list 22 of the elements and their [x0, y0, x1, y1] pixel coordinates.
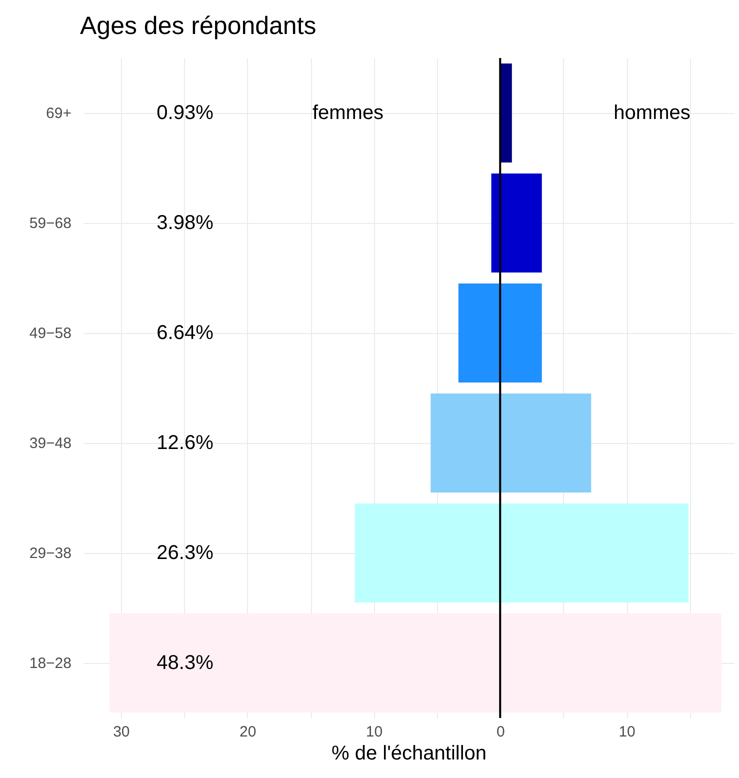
x-axis-title: % de l'échantillon [331, 742, 487, 764]
y-tick-label: 49−58 [29, 325, 72, 342]
annotation: 0.93% [156, 102, 214, 124]
y-tick-label: 29−38 [29, 545, 72, 562]
x-tick-label: 20 [239, 724, 256, 740]
x-tick-label: 30 [113, 724, 130, 740]
annotation: 26.3% [156, 542, 214, 564]
x-tick-label: 0 [496, 724, 505, 740]
y-tick-label: 69+ [46, 105, 72, 122]
annotation: femmes [312, 102, 384, 124]
annotation: 48.3% [156, 652, 214, 674]
bar [500, 64, 512, 162]
chart-title: Ages des répondants [80, 12, 316, 40]
annotation: 6.64% [156, 322, 214, 344]
x-tick-label: 10 [366, 724, 383, 740]
y-tick-label: 59−68 [29, 215, 72, 232]
annotation: hommes [614, 102, 690, 124]
x-tick-label: 10 [618, 724, 636, 740]
annotation: 3.98% [156, 212, 214, 234]
annotation: 12.6% [156, 432, 214, 454]
y-tick-label: 39−48 [29, 435, 72, 452]
y-tick-label: 18−28 [29, 655, 72, 672]
